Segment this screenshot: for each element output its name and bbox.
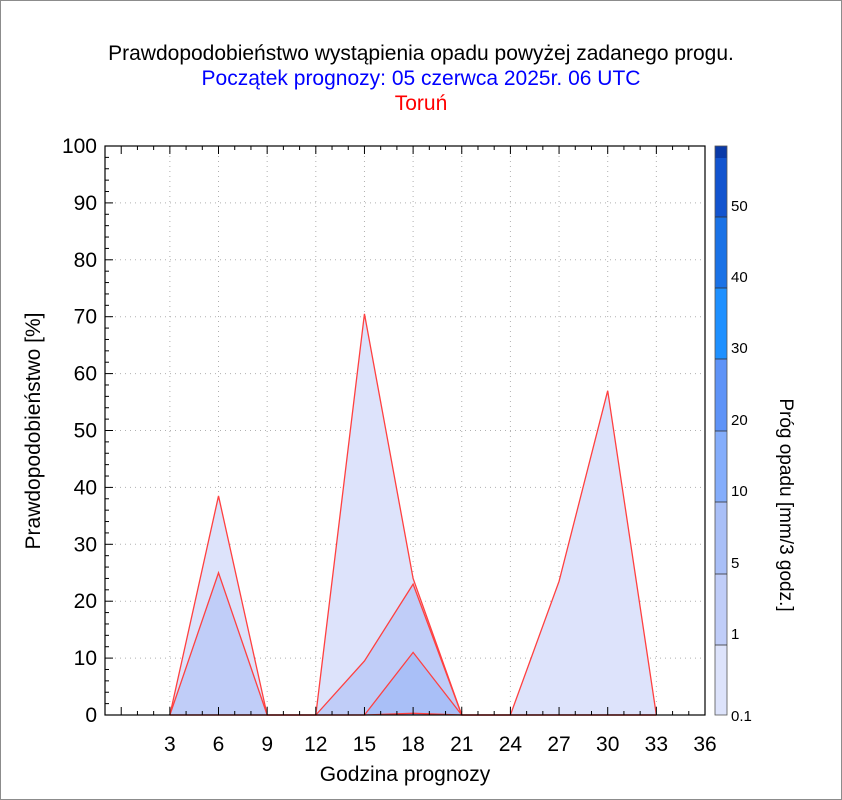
area-threshold-1	[169, 572, 657, 715]
location-name: Toruń	[394, 92, 448, 115]
x-tick-label: 24	[499, 733, 523, 756]
colorbar-segment	[715, 146, 727, 158]
y-tick-label: 0	[85, 704, 97, 727]
y-axis-label: Prawdopodobieństwo [%]	[22, 313, 45, 550]
y-tick-label: 50	[74, 420, 97, 443]
colorbar-segment	[715, 574, 727, 645]
forecast-start-subtitle: Początek prognozy: 05 czerwca 2025r. 06 …	[201, 67, 641, 90]
x-tick-label: 36	[693, 733, 716, 756]
x-tick-label: 15	[353, 733, 376, 756]
colorbar-tick-label: 20	[731, 412, 748, 429]
y-tick-label: 40	[74, 476, 97, 499]
y-tick-label: 20	[74, 590, 97, 613]
colorbar-segment	[715, 502, 727, 574]
y-tick-label: 10	[74, 647, 97, 670]
y-tick-label: 60	[74, 363, 97, 386]
x-axis-label: Godzina prognozy	[320, 763, 491, 786]
colorbar-tick-label: 10	[731, 483, 748, 500]
axes: 3 6 9 12 15 18 21 24 27 30 33 360102030405060708090…	[62, 135, 717, 756]
x-tick-label: 9	[261, 733, 273, 756]
colorbar-segment	[715, 217, 727, 288]
colorbar-tick-label: 1	[731, 626, 739, 643]
colorbar-label: Próg opadu [mm/3 godz.]	[775, 398, 796, 611]
x-tick-label: 30	[596, 733, 619, 756]
colorbar-segment	[715, 645, 727, 715]
x-tick-label: 33	[645, 733, 668, 756]
colorbar-tick-label: 40	[731, 269, 748, 286]
y-tick-label: 30	[74, 533, 97, 556]
y-tick-label: 100	[62, 135, 97, 158]
y-tick-label: 80	[74, 249, 97, 272]
colorbar-tick-label: 5	[731, 555, 739, 572]
area-series	[169, 313, 657, 716]
line-threshold-0.1	[169, 313, 657, 716]
y-tick-label: 90	[74, 192, 97, 215]
x-tick-label: 6	[213, 733, 225, 756]
x-tick-label: 27	[547, 733, 570, 756]
x-tick-label: 18	[401, 733, 424, 756]
chart-title: Prawdopodobieństwo wystąpienia opadu pow…	[108, 42, 734, 65]
x-tick-label: 21	[450, 733, 473, 756]
colorbar-tick-label: 30	[731, 340, 748, 357]
colorbar-segment	[715, 359, 727, 431]
y-tick-label: 70	[74, 306, 97, 329]
colorbar-frame	[714, 145, 728, 716]
colorbar-tick-label: 0.1	[731, 708, 752, 725]
threshold-colorbar: 0.1 1 5 10 20 30 40 50	[714, 145, 752, 725]
x-tick-label: 12	[304, 733, 327, 756]
colorbar-segment	[715, 288, 727, 359]
colorbar-segment	[715, 158, 727, 217]
area-threshold-5	[169, 652, 657, 715]
x-tick-label: 3	[164, 733, 176, 756]
colorbar-segment	[715, 431, 727, 502]
colorbar-tick-label: 50	[731, 198, 748, 215]
